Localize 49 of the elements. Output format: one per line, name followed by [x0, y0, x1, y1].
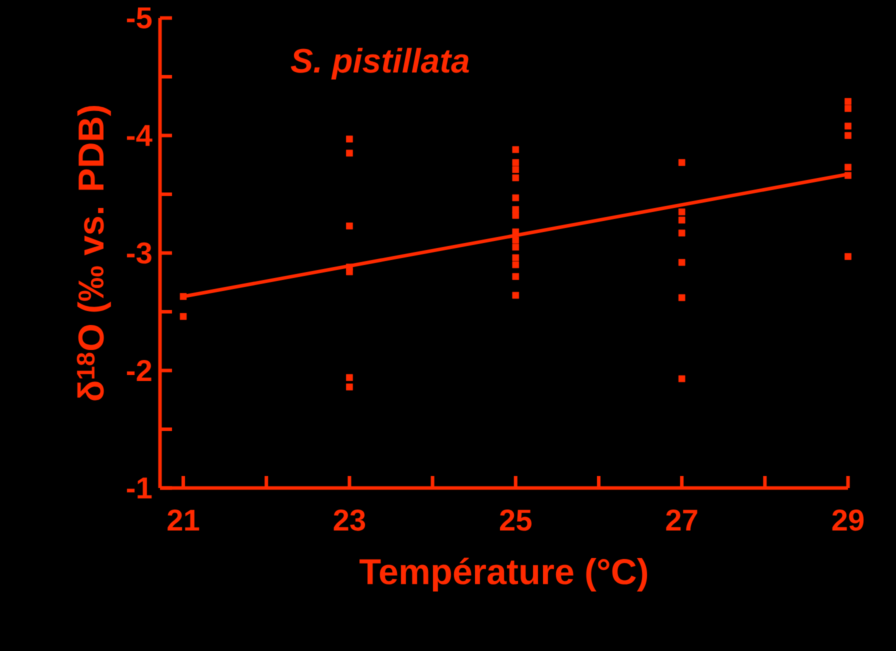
point [844, 132, 852, 139]
y-tick-label: -3 [126, 242, 152, 264]
point [512, 159, 520, 166]
point [512, 228, 520, 236]
point [678, 259, 686, 266]
text: S. pistillata [290, 48, 469, 80]
point [512, 212, 520, 219]
y-tick-label: -1 [126, 478, 152, 498]
point [512, 194, 520, 202]
x-tick-label: 23 [334, 510, 366, 531]
point [512, 261, 520, 268]
point [512, 146, 520, 154]
point [180, 313, 187, 320]
point [512, 254, 520, 262]
y-tick-label: -4 [126, 125, 152, 146]
point [346, 222, 353, 230]
point [678, 216, 686, 224]
point [844, 172, 852, 179]
point [844, 98, 852, 105]
point [678, 375, 686, 382]
y-tick-label: -2 [126, 360, 152, 381]
point [512, 292, 520, 299]
point [346, 136, 353, 142]
point [678, 230, 686, 236]
point [844, 122, 852, 130]
point [678, 294, 686, 302]
point [512, 206, 520, 213]
point [512, 236, 520, 244]
point [346, 374, 353, 381]
point [346, 150, 353, 157]
point [844, 164, 852, 171]
x-tick-label: 27 [666, 510, 698, 530]
point [512, 166, 520, 173]
x-tick-label: 21 [168, 510, 200, 530]
point [844, 253, 852, 260]
point [346, 384, 353, 390]
y-tick-label: -5 [126, 8, 152, 28]
x-axis-title: Température (°C) [360, 558, 648, 592]
point [346, 268, 353, 276]
point [678, 208, 686, 216]
point [678, 159, 686, 166]
point [512, 174, 520, 182]
point [512, 273, 520, 280]
x-tick-label: 29 [832, 510, 864, 531]
y-axis-title: δ$^{18}$O (‰ vs. PDB) [76, 106, 111, 400]
x-tick-label: 25 [500, 510, 532, 531]
point [512, 244, 520, 251]
point [180, 293, 187, 300]
point [844, 105, 852, 112]
